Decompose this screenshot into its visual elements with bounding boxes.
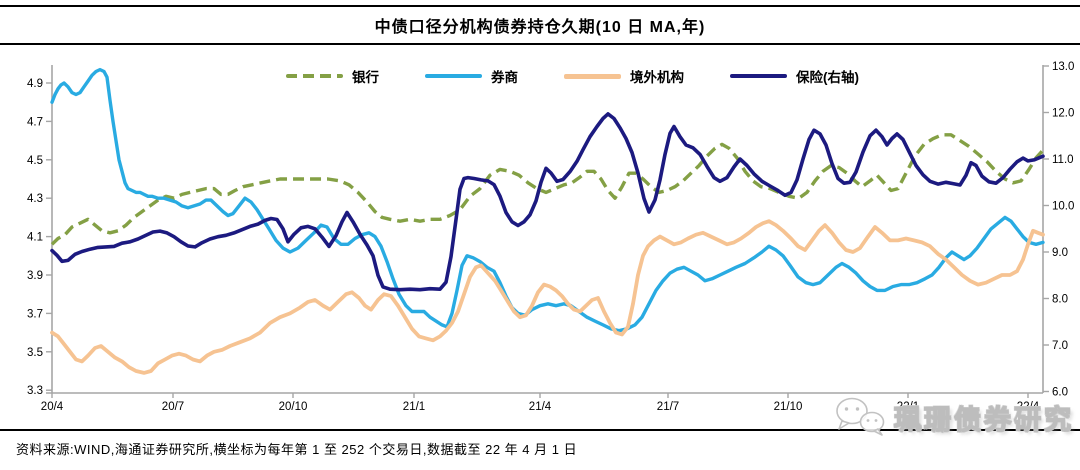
series-line-银行 xyxy=(50,133,1045,246)
y-left-tick-label: 4.3 xyxy=(27,193,43,205)
y-left-tick-label: 4.9 xyxy=(27,78,43,90)
legend-swatch-foreign xyxy=(564,73,621,79)
y-right-tick-label: 6.0 xyxy=(1052,387,1068,399)
x-tick-label: 21/4 xyxy=(529,401,552,413)
legend-label-insurance: 保险(右轴) xyxy=(796,70,859,85)
series-line-境外机构 xyxy=(50,219,1045,375)
watermark: 珮珊债券研究 xyxy=(832,396,1074,438)
x-tick-label: 20/4 xyxy=(41,401,64,413)
series-line-保险(右轴) xyxy=(50,112,1045,292)
y-right-tick-label: 13.0 xyxy=(1052,61,1074,73)
wechat-logo-icon xyxy=(836,397,885,436)
title-divider xyxy=(0,43,1080,45)
y-left-tick-label: 4.7 xyxy=(27,116,43,128)
source-note: 资料来源:WIND,海通证券研究所,横坐标为每年第 1 至 252 个交易日,数… xyxy=(16,442,578,457)
chart-legend: 银行 券商 境外机构 保险(右轴) xyxy=(286,66,859,86)
y-left-tick-label: 4.5 xyxy=(27,155,43,167)
legend-item-banks: 银行 xyxy=(286,66,379,86)
x-tick-label: 20/7 xyxy=(162,401,184,413)
x-tick-label: 20/10 xyxy=(279,401,308,413)
legend-swatch-brokers xyxy=(425,74,482,78)
y-right-tick-label: 7.0 xyxy=(1052,340,1068,352)
y-left-tick-label: 3.5 xyxy=(27,347,43,359)
y-left-tick-label: 3.7 xyxy=(27,308,43,320)
bottom-divider xyxy=(0,429,1080,431)
legend-label-brokers: 券商 xyxy=(491,70,518,85)
x-tick-label: 21/7 xyxy=(657,401,679,413)
legend-swatch-banks xyxy=(286,74,343,78)
legend-swatch-insurance xyxy=(730,74,787,78)
x-tick-label: 21/10 xyxy=(774,401,803,413)
watermark-text: 珮珊债券研究 xyxy=(893,404,1074,435)
top-divider xyxy=(0,5,1080,7)
y-right-tick-label: 11.0 xyxy=(1052,154,1074,166)
x-tick-label: 22/4 xyxy=(1017,401,1040,413)
y-right-tick-label: 8.0 xyxy=(1052,294,1068,306)
y-left-tick-label: 3.3 xyxy=(27,385,43,397)
x-tick-label: 22/1 xyxy=(897,401,919,413)
y-left-tick-label: 4.1 xyxy=(27,232,43,244)
series-line-券商 xyxy=(50,67,1045,333)
legend-label-banks: 银行 xyxy=(352,70,379,85)
y-left-tick-label: 3.9 xyxy=(27,270,43,282)
legend-item-insurance: 保险(右轴) xyxy=(730,66,859,86)
legend-item-foreign: 境外机构 xyxy=(564,66,684,86)
chart-title: 中债口径分机构债券持仓久期(10 日 MA,年) xyxy=(374,19,706,36)
x-tick-label: 21/1 xyxy=(403,401,425,413)
y-right-tick-label: 9.0 xyxy=(1052,247,1068,259)
legend-item-brokers: 券商 xyxy=(425,66,518,86)
legend-label-foreign: 境外机构 xyxy=(630,70,684,85)
y-right-tick-label: 12.0 xyxy=(1052,108,1074,120)
y-right-tick-label: 10.0 xyxy=(1052,201,1074,213)
